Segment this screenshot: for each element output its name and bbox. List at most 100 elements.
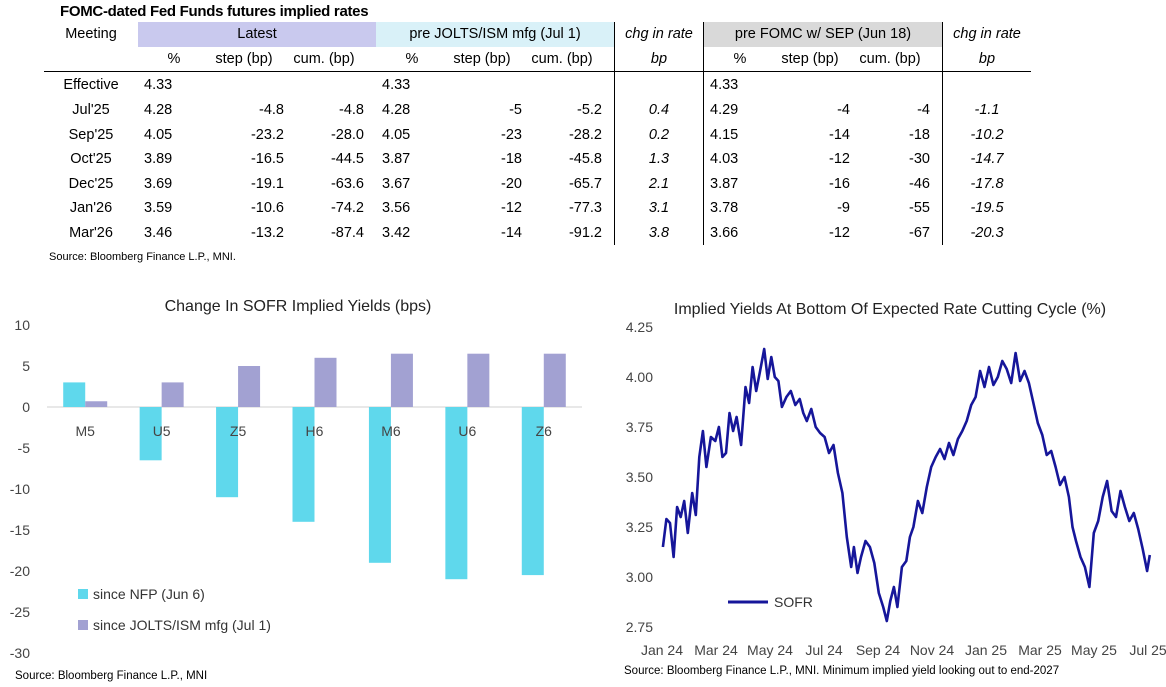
table-cell-j-pct: 4.28 bbox=[382, 101, 411, 118]
chg-in-rate-header-2: chg in rate bbox=[942, 22, 1031, 47]
table-cell-j-step: -12 bbox=[501, 200, 522, 217]
line-x-tick-label: Nov 24 bbox=[910, 642, 955, 658]
sub-header-cum: cum. (bp) bbox=[522, 46, 615, 73]
bar-z6-series-2 bbox=[543, 353, 566, 407]
sub-header-cum: cum. (bp) bbox=[850, 46, 943, 73]
table-cell-chg1 bbox=[614, 71, 704, 98]
sub-header-pct: % bbox=[376, 46, 442, 73]
bar-y-tick-label: -5 bbox=[18, 440, 31, 456]
line-y-tick-label: 3.00 bbox=[626, 569, 653, 585]
bar-h6-series-2 bbox=[314, 357, 337, 407]
table-cell-l-pct: 4.33 bbox=[144, 76, 173, 93]
table-cell-f-cum: -67 bbox=[909, 224, 930, 241]
line-x-tick-label: Mar 24 bbox=[694, 642, 738, 658]
table-cell-chg2: -19.5 bbox=[942, 196, 1031, 221]
table-cell-l-pct: 4.05 bbox=[144, 126, 173, 143]
table-cell-f-step: -16 bbox=[829, 175, 850, 192]
table-cell-j-cum: -28.2 bbox=[568, 126, 602, 143]
table-cell-chg1: 0.4 bbox=[614, 97, 704, 123]
table-cell-l-pct: 3.89 bbox=[144, 151, 173, 168]
table-cell-f-pct: 4.03 bbox=[703, 146, 770, 172]
bar-x-tick-label: H6 bbox=[306, 423, 324, 439]
line-y-tick-label: 3.25 bbox=[626, 519, 653, 535]
table-cell-m: Dec'25 bbox=[68, 175, 114, 192]
table-cell-f-step: -9 bbox=[837, 200, 850, 217]
table-cell-chg1: 3.8 bbox=[614, 220, 704, 246]
table-cell-l-step: -10.6 bbox=[250, 200, 284, 217]
line-x-tick-label: Jan 24 bbox=[641, 642, 683, 658]
sub-header-bp: bp bbox=[614, 46, 704, 73]
bar-m6-series-1 bbox=[368, 407, 391, 563]
line-chart-source: Source: Bloomberg Finance L.P., MNI. Min… bbox=[624, 665, 1059, 677]
line-x-tick-label: Jul 24 bbox=[805, 642, 843, 658]
table-cell-f-pct: 3.87 bbox=[703, 171, 770, 197]
bar-y-tick-label: 10 bbox=[14, 317, 30, 333]
bar-x-tick-label: U5 bbox=[153, 423, 171, 439]
table-cell-j-cum: -91.2 bbox=[568, 224, 602, 241]
table-cell-chg2 bbox=[942, 71, 1031, 98]
bar-y-tick-label: -30 bbox=[10, 645, 30, 661]
sub-header-step: step (bp) bbox=[770, 46, 850, 73]
table-cell-m: Effective bbox=[63, 76, 119, 93]
table-cell-l-step: -23.2 bbox=[250, 126, 284, 143]
table-cell-m: Jan'26 bbox=[69, 200, 113, 217]
bar-u6-series-2 bbox=[467, 353, 490, 407]
table-cell-l-pct: 3.59 bbox=[144, 200, 173, 217]
table-cell-j-pct: 3.67 bbox=[382, 175, 411, 192]
legend-swatch-jolts bbox=[78, 620, 88, 630]
line-y-tick-label: 3.75 bbox=[626, 419, 653, 435]
table-cell-chg1: 1.3 bbox=[614, 146, 704, 172]
table-cell-j-cum: -77.3 bbox=[568, 200, 602, 217]
table-cell-m: Oct'25 bbox=[70, 151, 112, 168]
sub-header-pct: % bbox=[138, 46, 204, 73]
bar-z6-series-1 bbox=[521, 407, 544, 576]
table-cell-chg1: 3.1 bbox=[614, 196, 704, 221]
table-row: Mar'26 3.46 -13.2 -87.4 3.42 -14 -91.2 3.8 3.66 -… bbox=[44, 220, 1031, 246]
bar-y-tick-label: -15 bbox=[10, 522, 30, 538]
latest-group-header: Latest bbox=[138, 22, 376, 47]
bar-x-tick-label: U6 bbox=[458, 423, 476, 439]
line-y-tick-label: 3.50 bbox=[626, 469, 653, 485]
bar-x-tick-label: Z6 bbox=[536, 423, 553, 439]
table-row: Oct'25 3.89 -16.5 -44.5 3.87 -18 -45.8 1.3 4.03 -… bbox=[44, 146, 1031, 172]
table-cell-l-pct: 3.69 bbox=[144, 175, 173, 192]
table-cell-l-step: -4.8 bbox=[259, 101, 284, 118]
table-cell-chg2: -1.1 bbox=[942, 97, 1031, 123]
sub-header-step: step (bp) bbox=[204, 46, 284, 73]
line-y-tick-label: 4.00 bbox=[626, 369, 653, 385]
legend-label-nfp: since NFP (Jun 6) bbox=[93, 586, 205, 602]
table-cell-j-pct: 4.33 bbox=[382, 76, 411, 93]
line-chart-x-axis: Jan 24 Mar 24 May 24 Jul 24 Sep 24 Nov 24 Jan … bbox=[641, 642, 1166, 658]
line-chart-title: Implied Yields At Bottom Of Expected Rat… bbox=[674, 301, 1106, 318]
table-cell-j-step: -14 bbox=[501, 224, 522, 241]
implied-yield-line-chart: Implied Yields At Bottom Of Expected Rat… bbox=[624, 301, 1166, 677]
bar-y-tick-label: 5 bbox=[22, 358, 30, 374]
line-x-tick-label: May 25 bbox=[1071, 642, 1117, 658]
table-title: FOMC-dated Fed Funds futures implied rat… bbox=[60, 3, 369, 20]
table-cell-m: Jul'25 bbox=[72, 101, 110, 118]
bar-x-tick-label: M6 bbox=[381, 423, 401, 439]
table-row: Dec'25 3.69 -19.1 -63.6 3.67 -20 -65.7 2.1 3.87 -… bbox=[44, 171, 1031, 197]
bar-chart-title: Change In SOFR Implied Yields (bps) bbox=[165, 298, 432, 315]
table-row: Jan'26 3.59 -10.6 -74.2 3.56 -12 -77.3 3.1 3.78 -… bbox=[44, 196, 1031, 221]
line-x-tick-label: Jul 25 bbox=[1129, 642, 1166, 658]
table-source: Source: Bloomberg Finance L.P., MNI. bbox=[49, 251, 236, 263]
table-row: Sep'25 4.05 -23.2 -28.0 4.05 -23 -28.2 0.2 4.15 -… bbox=[44, 122, 1031, 147]
line-x-tick-label: May 24 bbox=[747, 642, 793, 658]
bar-u5-series-2 bbox=[161, 382, 184, 407]
line-x-tick-label: Sep 24 bbox=[856, 642, 901, 658]
table-cell-f-cum: -18 bbox=[909, 126, 930, 143]
meeting-header: Meeting bbox=[65, 26, 117, 43]
table-row: Effective 4.33 4.33 4.33 bbox=[44, 71, 1031, 98]
table-cell-f-cum: -46 bbox=[909, 175, 930, 192]
table-cell-j-pct: 3.56 bbox=[382, 200, 411, 217]
table-cell-f-cum: -4 bbox=[917, 101, 930, 118]
fomc-group-header: pre FOMC w/ SEP (Jun 18) bbox=[703, 22, 943, 47]
table-cell-j-pct: 4.05 bbox=[382, 126, 411, 143]
bar-chart-source: Source: Bloomberg Finance L.P., MNI bbox=[15, 670, 207, 682]
bar-chart-bars bbox=[63, 353, 566, 580]
table-cell-l-cum: -44.5 bbox=[330, 151, 364, 168]
table-cell-j-step: -5 bbox=[509, 101, 522, 118]
line-chart-y-axis: 4.25 4.00 3.75 3.50 3.25 3.00 2.75 bbox=[626, 319, 653, 635]
